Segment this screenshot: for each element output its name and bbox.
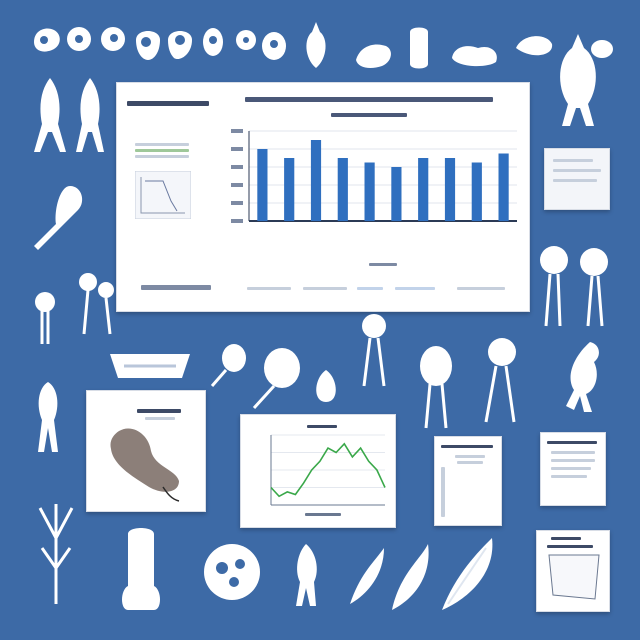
leaf-icon: [350, 548, 384, 604]
bar: [391, 167, 402, 221]
jellyfish-icon: [252, 348, 300, 410]
x-label-smudge: [305, 513, 341, 516]
white-blob-icon: [203, 28, 223, 56]
side-text-line: [135, 149, 189, 152]
white-blob-icon: [316, 370, 336, 402]
white-blob-icon: [67, 27, 91, 51]
small-document-card: [544, 148, 610, 210]
card-heading: [137, 409, 181, 413]
white-blob-icon: [122, 528, 160, 610]
y-tick-label: [231, 183, 243, 187]
side-text-line: [127, 101, 209, 106]
white-blob-icon: [168, 31, 192, 60]
legend-item: [457, 287, 505, 290]
illustration-card: [86, 390, 206, 512]
y-tick-label: [231, 201, 243, 205]
line-chart-title-smudge: [307, 425, 337, 428]
white-blob-icon: [136, 31, 160, 60]
insect-icon: [210, 344, 246, 387]
side-footer-text: [141, 285, 211, 290]
bar: [444, 158, 456, 221]
bird-icon: [306, 22, 326, 68]
y-tick-label: [231, 147, 243, 151]
document-card: [540, 432, 606, 506]
bar: [337, 158, 348, 221]
bird-icon: [38, 382, 58, 452]
doc-line: [551, 467, 591, 470]
leaf-icon: [392, 544, 429, 610]
bar: [418, 158, 429, 221]
doc-line: [441, 467, 445, 517]
legend-item: [395, 287, 435, 290]
jellyfish-icon: [420, 346, 452, 429]
doc-line: [547, 441, 597, 444]
line-chart: [270, 434, 386, 506]
leaf-icon: [38, 504, 74, 604]
doc-line: [551, 459, 595, 462]
line-chart-card: [240, 414, 396, 528]
y-tick-label: [231, 129, 243, 133]
bird-icon: [560, 34, 596, 126]
bird-icon: [566, 342, 599, 412]
white-blob-icon: [34, 28, 60, 52]
document-card: [434, 436, 502, 526]
insect-icon: [76, 78, 104, 152]
bar-chart: [231, 129, 517, 223]
white-blob-icon: [204, 544, 260, 600]
jellyfish-icon: [35, 292, 55, 344]
white-blob-icon: [236, 30, 286, 60]
white-blob-icon: [110, 354, 190, 378]
jellyfish-icon: [34, 186, 83, 250]
jellyfish-icon: [79, 273, 114, 335]
doc-line: [553, 179, 597, 182]
legend-item: [247, 287, 291, 290]
leaf-icon: [442, 538, 493, 610]
card-subheading: [145, 417, 175, 420]
doc-line: [551, 537, 581, 540]
doc-line: [441, 445, 493, 448]
bar: [284, 158, 295, 221]
y-tick-label: [231, 165, 243, 169]
doc-line: [553, 169, 601, 172]
chart-title-smudge: [331, 113, 407, 117]
doc-line: [547, 545, 593, 548]
white-blob-icon: [101, 27, 125, 51]
doc-line: [551, 475, 587, 478]
white-blob-icon: [452, 46, 497, 67]
bar: [257, 149, 268, 221]
white-blob-icon: [516, 36, 553, 56]
insect-icon: [34, 78, 66, 152]
jellyfish-icon: [540, 246, 608, 327]
organ-illustration: [110, 428, 180, 502]
white-blob-icon: [356, 44, 391, 68]
jellyfish-icon: [484, 338, 516, 423]
side-thumbnail-chart: [135, 171, 191, 219]
doc-line: [455, 455, 485, 458]
page-illustration: [548, 554, 600, 600]
white-blob-icon: [410, 27, 428, 69]
side-text-line: [135, 143, 189, 146]
bar: [310, 140, 322, 221]
main-chart-card: [116, 82, 530, 312]
y-tick-label: [231, 219, 243, 223]
doc-line: [553, 159, 593, 162]
side-text-line: [135, 155, 189, 158]
doc-line: [457, 461, 483, 464]
bar: [364, 162, 375, 221]
jellyfish-icon: [362, 314, 386, 387]
doc-line: [551, 451, 595, 454]
document-card: [536, 530, 610, 612]
bar: [498, 153, 509, 221]
chart-title-smudge: [245, 97, 493, 102]
x-axis-label-smudge: [369, 263, 397, 266]
bar: [471, 162, 482, 221]
bird-icon: [296, 544, 317, 606]
legend-item: [303, 287, 347, 290]
series-line: [270, 442, 386, 498]
white-blob-icon: [591, 40, 613, 58]
legend-item: [357, 287, 383, 290]
